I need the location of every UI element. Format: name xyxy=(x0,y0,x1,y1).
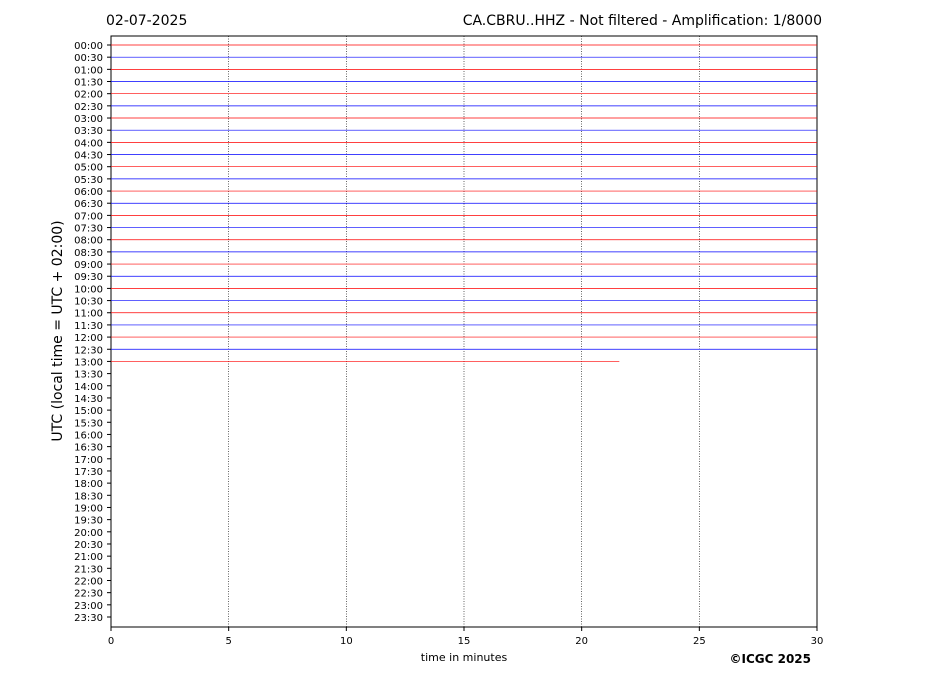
y-tick-label: 10:30 xyxy=(74,297,103,308)
y-tick-label: 12:30 xyxy=(74,345,103,356)
y-tick-label: 00:00 xyxy=(74,41,103,52)
y-tick-label: 13:30 xyxy=(74,370,103,381)
y-tick-label: 22:30 xyxy=(74,589,103,600)
y-tick-label: 21:30 xyxy=(74,564,103,575)
y-tick-label: 21:00 xyxy=(74,552,103,563)
x-axis-label: time in minutes xyxy=(421,651,508,664)
y-tick-label: 04:30 xyxy=(74,151,103,162)
y-tick-label: 16:30 xyxy=(74,443,103,454)
y-tick-label: 07:30 xyxy=(74,224,103,235)
y-tick-label: 14:00 xyxy=(74,382,103,393)
x-tick-label: 15 xyxy=(458,636,471,647)
y-axis-label: UTC (local time = UTC + 02:00) xyxy=(50,220,66,441)
y-tick-label: 10:00 xyxy=(74,284,103,295)
y-tick-label: 18:00 xyxy=(74,479,103,490)
y-tick-label: 22:00 xyxy=(74,576,103,587)
y-tick-label: 16:00 xyxy=(74,430,103,441)
y-tick-label: 09:00 xyxy=(74,260,103,271)
y-tick-label: 07:00 xyxy=(74,211,103,222)
y-tick-label: 03:30 xyxy=(74,126,103,137)
y-tick-label: 23:00 xyxy=(74,601,103,612)
y-tick-label: 23:30 xyxy=(74,613,103,624)
y-tick-label: 02:00 xyxy=(74,90,103,101)
y-tick-label: 05:00 xyxy=(74,163,103,174)
y-tick-label: 02:30 xyxy=(74,102,103,113)
y-tick-label: 12:00 xyxy=(74,333,103,344)
y-tick-label: 13:00 xyxy=(74,357,103,368)
y-tick-label: 19:00 xyxy=(74,503,103,514)
y-tick-label: 19:30 xyxy=(74,516,103,527)
y-tick-label: 20:30 xyxy=(74,540,103,551)
y-tick-label: 04:00 xyxy=(74,138,103,149)
y-tick-label: 01:30 xyxy=(74,78,103,89)
y-tick-label: 17:00 xyxy=(74,455,103,466)
y-tick-label: 11:00 xyxy=(74,309,103,320)
y-tick-label: 11:30 xyxy=(74,321,103,332)
y-tick-label: 06:00 xyxy=(74,187,103,198)
x-tick-label: 20 xyxy=(575,636,588,647)
y-tick-label: 01:00 xyxy=(74,65,103,76)
x-tick-label: 30 xyxy=(811,636,824,647)
y-tick-label: 15:30 xyxy=(74,418,103,429)
y-tick-label: 18:30 xyxy=(74,491,103,502)
y-tick-label: 15:00 xyxy=(74,406,103,417)
x-tick-label: 25 xyxy=(693,636,706,647)
date: 02-07-2025 xyxy=(106,13,187,29)
chart-title: CA.CBRU..HHZ - Not filtered - Amplificat… xyxy=(463,13,822,29)
credit: ©ICGC 2025 xyxy=(729,652,811,666)
y-tick-label: 17:30 xyxy=(74,467,103,478)
y-tick-label: 00:30 xyxy=(74,53,103,64)
y-tick-label: 03:00 xyxy=(74,114,103,125)
x-tick-label: 5 xyxy=(225,636,231,647)
y-tick-label: 06:30 xyxy=(74,199,103,210)
y-tick-label: 20:00 xyxy=(74,528,103,539)
y-tick-label: 09:30 xyxy=(74,272,103,283)
y-tick-label: 05:30 xyxy=(74,175,103,186)
y-tick-label: 08:00 xyxy=(74,236,103,247)
x-tick-label: 0 xyxy=(108,636,114,647)
y-tick-label: 14:30 xyxy=(74,394,103,405)
y-tick-label: 08:30 xyxy=(74,248,103,259)
x-tick-label: 10 xyxy=(340,636,353,647)
